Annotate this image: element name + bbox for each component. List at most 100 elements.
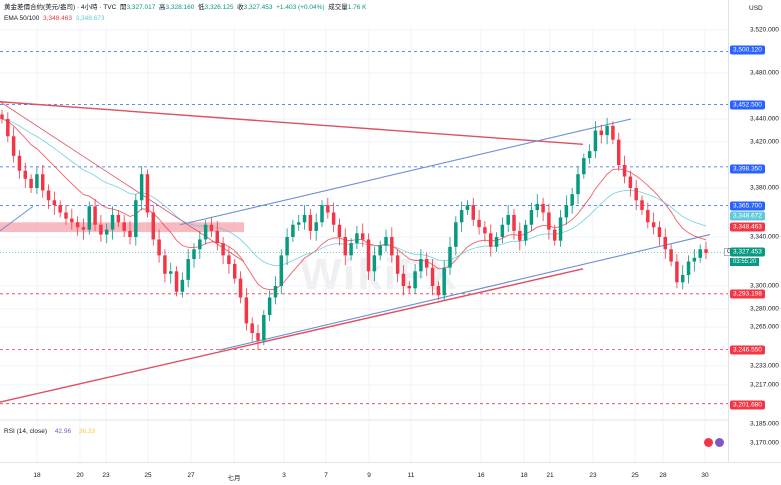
open-value: 3,327.017 [126, 4, 156, 11]
change-value: +1.403 (+0.04%) [276, 4, 325, 11]
grid [0, 26, 728, 462]
price-tag-3293[interactable]: 3,293.198 [730, 289, 765, 299]
candle-body [221, 243, 225, 256]
candle-body [320, 205, 324, 223]
candle-body [291, 224, 295, 237]
candle-body [23, 170, 28, 179]
candle-body [692, 257, 697, 262]
candle-body [227, 255, 231, 264]
candle-body [576, 174, 580, 195]
low-label: 低 [198, 4, 205, 11]
indicator-icon[interactable] [715, 438, 724, 447]
trendlines [0, 101, 711, 403]
candle-body [296, 222, 301, 225]
candle-body [646, 210, 650, 223]
candle-body [192, 249, 196, 260]
lower-trendline [0, 268, 584, 403]
currency-label[interactable]: USD [749, 5, 763, 12]
candle-body [17, 155, 22, 171]
candle-body [302, 214, 307, 223]
time-tick: 27 [187, 472, 195, 479]
candle-body [704, 249, 708, 253]
candle-body [419, 259, 423, 272]
candle-body [535, 203, 540, 211]
time-tick: 11 [407, 472, 415, 479]
candle-body [46, 190, 51, 201]
price-tag-ema100[interactable]: 3,348.672 [730, 211, 765, 221]
ema-lines [1, 118, 707, 291]
candle-body [64, 212, 68, 219]
ema-line [1, 118, 707, 267]
price-tag-3365[interactable]: 3,365.700 [730, 201, 765, 211]
price-tag-3500[interactable]: 3,500.120 [730, 45, 765, 55]
alert-icon[interactable] [704, 438, 713, 447]
time-axis[interactable] [0, 462, 781, 485]
candle-body [174, 271, 179, 292]
price-tag-3246[interactable]: 3,246.550 [730, 345, 765, 355]
candle-body [244, 297, 249, 324]
candle-body [599, 130, 604, 136]
candle-body [512, 214, 516, 231]
price-tick: 3,217.000 [750, 381, 779, 389]
candle-body [500, 224, 505, 237]
candle-body [395, 255, 400, 274]
candle-body [483, 227, 487, 234]
candle-body [81, 227, 86, 230]
symbol-title[interactable]: 黄金差價合約(美元/盎司) · 4小時 · TVC [4, 4, 117, 11]
upper-trendline [0, 101, 584, 145]
candle-body [424, 259, 429, 268]
candle-body [122, 222, 126, 231]
candle-body [110, 214, 115, 230]
time-tick: 28 [659, 472, 667, 479]
ema-legend[interactable]: EMA 50/100 3,348.463 3,348.673 [4, 14, 105, 24]
price-tick: 3,280.000 [750, 305, 779, 313]
ema-label: EMA 50/100 [4, 15, 40, 22]
rsi-value-1: 42.96 [54, 428, 72, 435]
candle-body [0, 114, 4, 119]
candle-body [477, 219, 481, 228]
price-tag-3398[interactable]: 3,398.350 [730, 164, 765, 174]
price-chart[interactable] [0, 0, 728, 462]
candle-body [390, 237, 394, 256]
candle-body [52, 200, 57, 206]
candle-body [186, 259, 190, 280]
bar-countdown: 03:55:20 [730, 258, 760, 266]
candle-body [552, 229, 557, 241]
candle-body [134, 200, 138, 237]
candle-body [349, 243, 353, 256]
candle-body [308, 214, 313, 231]
candle-body [116, 214, 121, 223]
price-tag-3201[interactable]: 3,201.680 [730, 400, 765, 410]
price-tick: 3,480.000 [750, 69, 779, 77]
descending-line [0, 101, 245, 262]
candle-body [529, 210, 534, 225]
candle-body [198, 239, 202, 250]
price-levels [0, 50, 728, 405]
candle-body [669, 249, 673, 262]
candle-body [680, 274, 685, 283]
last-price-tag[interactable]: 3,327.453 [730, 247, 765, 257]
candle-body [436, 286, 441, 296]
price-tag-ema50[interactable]: 3,348.463 [730, 222, 765, 232]
candle-body [518, 230, 522, 241]
candle-body [616, 139, 621, 165]
candle-body [634, 188, 638, 201]
price-tick: 3,300.000 [750, 282, 779, 290]
candle-body [558, 217, 563, 241]
time-tick: 7 [324, 472, 328, 479]
price-tag-3452[interactable]: 3,452.500 [730, 100, 765, 110]
price-tick: 3,170.000 [750, 439, 779, 447]
price-tick: 3,185.000 [750, 420, 779, 428]
rsi-legend[interactable]: RSI (14, close) 42.96 36.33 [4, 428, 95, 435]
candles [0, 109, 708, 351]
candle-body [279, 255, 284, 286]
candle-body [454, 222, 458, 247]
candle-body [40, 174, 45, 191]
candle-body [180, 279, 185, 292]
symbol-legend: 黄金差價合約(美元/盎司) · 4小時 · TVC 開3,327.017 高3,… [4, 3, 366, 13]
candle-body [35, 174, 39, 188]
left-channel [0, 205, 34, 232]
price-axis[interactable] [728, 0, 781, 462]
candle-body [355, 233, 359, 244]
candle-body [413, 271, 417, 289]
